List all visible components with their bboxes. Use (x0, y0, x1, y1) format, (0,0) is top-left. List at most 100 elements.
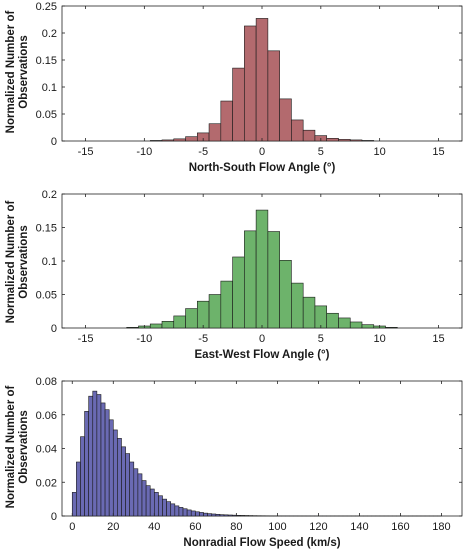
histogram-bar (219, 514, 225, 517)
histogram-bar (279, 98, 292, 142)
histogram-bar (141, 480, 147, 517)
histogram-bar (170, 503, 176, 517)
histogram-bar (161, 139, 175, 142)
x-tick-label: 0 (259, 333, 265, 345)
x-tick-label: -5 (198, 333, 208, 345)
histogram-bar (108, 419, 114, 517)
histogram-bar (92, 390, 98, 517)
histogram-bar (125, 453, 130, 517)
histogram-bar (203, 512, 208, 517)
histogram-bar (162, 498, 167, 517)
histogram-bar (267, 50, 280, 142)
histogram-bar (385, 327, 398, 329)
histogram-bar (96, 394, 102, 517)
x-tick-label: 180 (432, 521, 450, 533)
y-tick-label: 0.15 (36, 223, 57, 235)
histogram-bar (190, 510, 196, 517)
histogram-bar (302, 296, 316, 329)
y-tick-label: 0.06 (36, 410, 57, 422)
histogram-bar (232, 67, 245, 142)
histogram-bar (100, 402, 106, 517)
x-tick-label: 5 (318, 146, 324, 158)
histogram-bar (361, 140, 375, 142)
histogram-bar (361, 324, 375, 329)
histogram-bar (220, 100, 233, 142)
bar-group (71, 390, 442, 517)
histogram-bar (255, 18, 269, 142)
histogram-bar (182, 508, 188, 517)
y-tick-label: 0.2 (42, 189, 57, 201)
x-tick-label: -10 (136, 146, 152, 158)
histogram-bar (291, 282, 304, 329)
histogram-bar (185, 136, 198, 142)
histogram-bar (88, 395, 94, 517)
y-tick-label: 0.25 (36, 1, 57, 13)
y-tick-label: 0.05 (36, 109, 57, 121)
histogram-bar (196, 300, 210, 329)
y-tick-label: 0.1 (42, 82, 57, 94)
histogram-bar (199, 512, 204, 517)
x-tick-label: 10 (374, 333, 386, 345)
histogram-bar (126, 327, 139, 329)
histogram-bar (145, 485, 151, 517)
y-tick-label: 0 (51, 511, 57, 523)
x-tick-label: 160 (391, 521, 409, 533)
histogram-bar (338, 139, 351, 142)
histogram-bar (349, 139, 363, 142)
histogram-bar (302, 129, 316, 142)
histogram-bar (223, 514, 229, 517)
y-tick-label: 0.05 (36, 290, 57, 302)
x-axis-label: Nonradial Flow Speed (km/s) (183, 537, 340, 549)
histogram-bar (195, 511, 200, 517)
histogram-bar (71, 492, 77, 517)
x-tick-label: -15 (78, 333, 94, 345)
y-tick-label: 0.2 (42, 28, 57, 40)
histogram-bar (244, 230, 257, 329)
x-tick-label: 0 (259, 146, 265, 158)
histogram-bar (291, 119, 304, 142)
histogram-bar (117, 438, 122, 517)
x-tick-label: 15 (432, 146, 444, 158)
histogram-bar (80, 436, 85, 517)
x-tick-label: 0 (69, 521, 75, 533)
histogram-bar (279, 260, 292, 329)
x-tick-label: 20 (107, 521, 119, 533)
histogram-bar (255, 209, 269, 329)
bar-group (149, 18, 375, 142)
histogram-bar (174, 505, 180, 517)
x-tick-label: 60 (189, 521, 201, 533)
histogram-bar (112, 429, 118, 517)
histogram-bar (173, 138, 186, 142)
histogram-bar (149, 140, 163, 142)
x-tick-label: 140 (350, 521, 368, 533)
y-tick-label: 0.08 (36, 376, 57, 388)
chart-panel-3: 0 20 40 60 80 100 120 140 160 180 0 0.02 0.04 0.06 0.0… (5, 376, 463, 549)
histogram-bar (244, 25, 257, 142)
y-tick-label: 0.04 (36, 444, 57, 456)
histogram-bar (129, 461, 135, 517)
x-tick-label: -5 (198, 146, 208, 158)
histogram-bar (76, 461, 81, 517)
histogram-bar (314, 305, 328, 329)
x-tick-label: 40 (148, 521, 160, 533)
histogram-bar (220, 280, 233, 329)
histogram-bar (232, 256, 245, 329)
histogram-bar (149, 488, 155, 517)
y-tick-label: 0.1 (42, 256, 57, 268)
histogram-bar (173, 315, 186, 329)
x-tick-label: -15 (78, 146, 94, 158)
histogram-bar (137, 473, 143, 517)
histogram-bar (231, 514, 237, 517)
x-tick-label: 10 (374, 146, 386, 158)
histogram-bar (211, 513, 217, 517)
y-axis-label: Normalized Number ofObservations (5, 10, 30, 133)
chart-panel-1: -15 -10 -5 0 5 10 15 0 0.05 0.1 0.15 0.2 0.25 North-S… (5, 1, 463, 174)
y-tick-label: 0 (51, 136, 57, 148)
x-tick-label: 5 (318, 333, 324, 345)
histogram-bar (326, 312, 339, 329)
histogram-bar (154, 492, 159, 517)
y-tick-label: 0.02 (36, 477, 57, 489)
histogram-bar (133, 468, 139, 517)
histogram-bar (178, 507, 184, 517)
